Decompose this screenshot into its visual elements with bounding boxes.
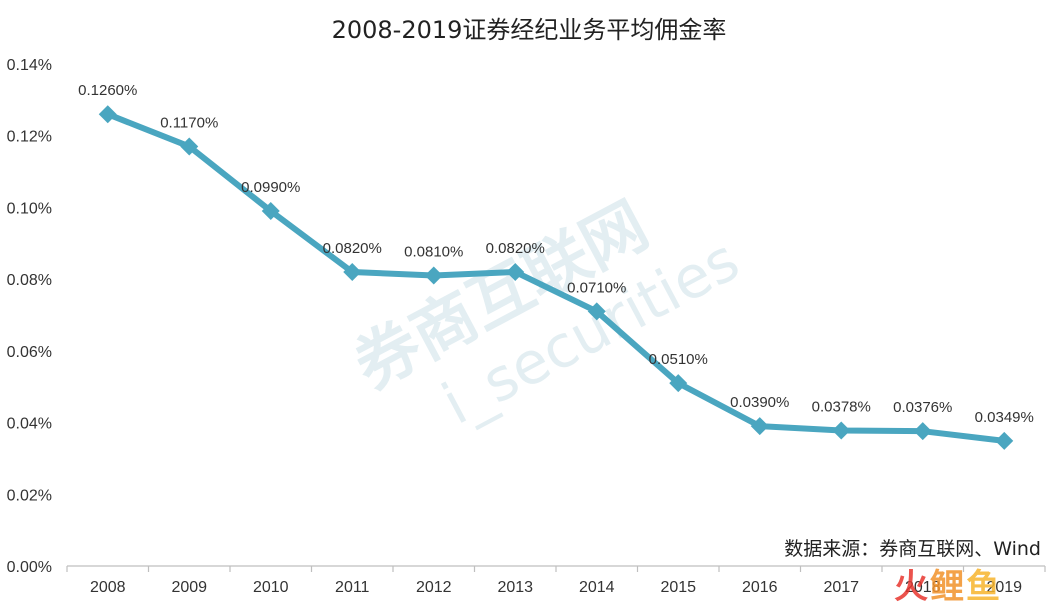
x-tick-label: 2018 — [905, 579, 941, 596]
x-tick-label: 2015 — [660, 579, 696, 596]
y-tick-label: 0.00% — [7, 559, 52, 576]
data-label: 0.0349% — [975, 409, 1034, 426]
watermark: 券商互联网 i_securities — [343, 189, 750, 438]
y-tick-label: 0.08% — [7, 272, 52, 289]
data-label: 0.0820% — [323, 240, 382, 257]
svg-text:鱼: 鱼 — [966, 567, 1000, 605]
x-axis-ticks: 2008 2009 2010 2011 2012 2013 2014 2015 2016 2017… — [90, 579, 1022, 596]
data-point-marker — [180, 137, 199, 156]
x-tick-label: 2016 — [742, 579, 778, 596]
data-point-marker — [995, 431, 1014, 450]
data-label: 0.0820% — [486, 240, 545, 257]
data-point-marker — [750, 417, 769, 436]
x-tick-label: 2010 — [253, 579, 289, 596]
x-tick-label: 2014 — [579, 579, 615, 596]
data-point-marker — [261, 202, 280, 221]
data-label: 0.1260% — [78, 82, 137, 99]
svg-text:火: 火 — [894, 567, 928, 605]
axes — [66, 565, 1046, 572]
data-label: 0.1170% — [160, 114, 218, 131]
x-tick-label: 2017 — [823, 579, 859, 596]
source-note: 数据来源：券商互联网、Wind — [784, 538, 1041, 560]
svg-text:鲤: 鲤 — [930, 567, 964, 605]
y-tick-label: 0.02% — [7, 487, 52, 504]
data-label: 0.0376% — [893, 399, 952, 416]
corner-logo: 火 鲤 鱼 — [894, 567, 1000, 605]
series — [98, 105, 1014, 450]
data-point-marker — [424, 266, 443, 285]
series-line — [104, 111, 1008, 444]
data-point-marker — [832, 421, 851, 440]
y-tick-label: 0.06% — [7, 344, 52, 361]
data-label: 0.0990% — [241, 179, 300, 196]
data-labels: 0.1260% 0.1170% 0.0990% 0.0820% 0.0810% 0.082… — [78, 82, 1034, 426]
data-label: 0.0378% — [812, 398, 871, 415]
data-point-marker — [506, 262, 525, 281]
x-tick-label: 2008 — [90, 579, 126, 596]
data-label: 0.0710% — [567, 279, 626, 296]
y-axis-ticks: 0.00% 0.02% 0.04% 0.06% 0.08% 0.10% 0.12% 0.14% — [7, 57, 52, 576]
data-point-marker — [913, 422, 932, 441]
data-label: 0.0390% — [730, 394, 789, 411]
y-tick-label: 0.14% — [7, 57, 52, 74]
x-tick-label: 2009 — [171, 579, 207, 596]
data-point-marker — [343, 262, 362, 281]
data-point-marker — [669, 374, 688, 393]
chart-title: 2008-2019证券经纪业务平均佣金率 — [332, 16, 727, 44]
x-tick-label: 2019 — [986, 579, 1022, 596]
data-point-marker — [587, 302, 606, 321]
data-label: 0.0510% — [649, 351, 708, 368]
x-tick-label: 2011 — [335, 579, 370, 596]
y-tick-label: 0.10% — [7, 200, 52, 217]
x-tick-label: 2013 — [497, 579, 533, 596]
y-tick-label: 0.12% — [7, 129, 52, 146]
data-label: 0.0810% — [404, 244, 463, 261]
x-tick-label: 2012 — [416, 579, 452, 596]
data-point-marker — [98, 105, 117, 124]
y-tick-label: 0.04% — [7, 416, 52, 433]
